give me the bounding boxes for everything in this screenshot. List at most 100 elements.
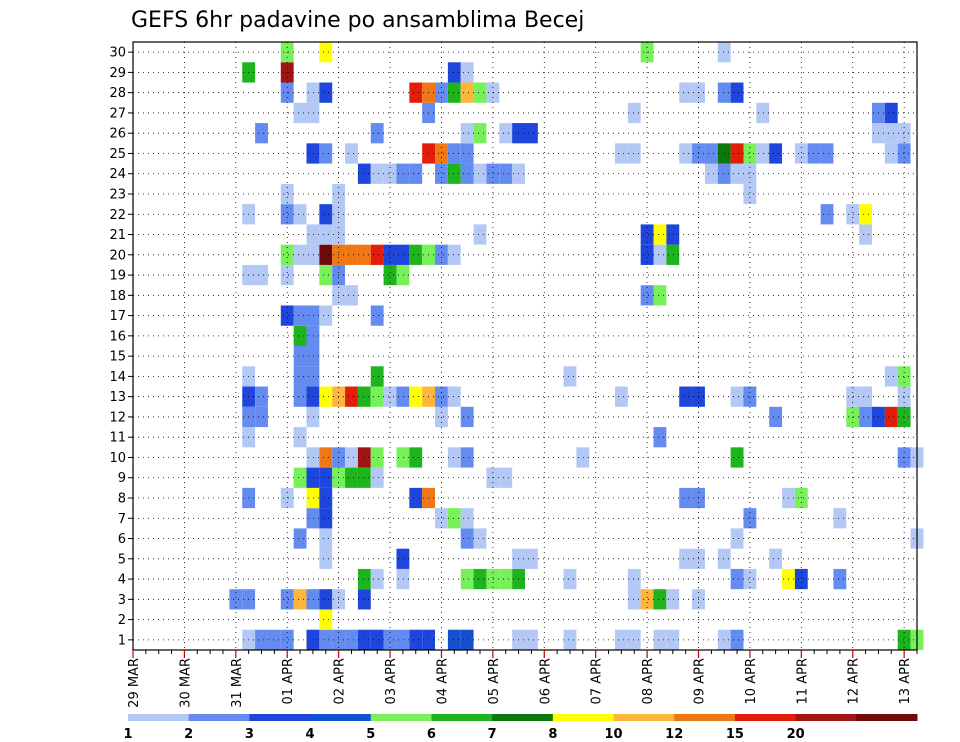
heatmap-cell-243: [794, 143, 808, 164]
legend-swatch-8: [613, 714, 675, 721]
heatmap-cell-31: [293, 589, 307, 610]
heatmap-cell-12: [357, 629, 371, 650]
heatmap-cell-134: [396, 386, 410, 407]
heatmap-cell-164: [345, 285, 358, 306]
heatmap-cell-51: [730, 568, 744, 590]
heatmap-cell-66: [460, 528, 474, 549]
heatmap-cell-192: [319, 224, 333, 245]
heatmap-cell-30: [280, 589, 294, 610]
y-tick-label-29: 29: [109, 66, 126, 81]
heatmap-cell-50: [627, 568, 641, 590]
heatmap-cell-1: [255, 629, 268, 650]
heatmap-cell-20: [627, 629, 641, 650]
heatmap-cell-46: [486, 568, 500, 590]
heatmap-cell-237: [704, 143, 718, 164]
heatmap-cell-145: [859, 386, 873, 407]
heatmap-cell-216: [447, 163, 461, 184]
heatmap-cell-207: [280, 183, 294, 205]
x-tick-label-5: 03 APR: [384, 658, 399, 704]
heatmap-cell-278: [730, 82, 744, 103]
heatmap-cell-68: [730, 528, 744, 549]
heatmap-cell-35: [357, 589, 371, 610]
heatmap-cell-177: [319, 244, 333, 265]
heatmap-cell-38: [653, 589, 667, 610]
x-tick-label-12: 10 APR: [744, 658, 759, 704]
heatmap-cell-179: [345, 244, 358, 265]
heatmap-cell-281: [447, 62, 461, 83]
heatmap-cell-257: [897, 123, 911, 144]
heatmap-cell-59: [525, 548, 538, 569]
heatmap-cell-197: [666, 224, 680, 245]
heatmap-cell-261: [627, 102, 641, 124]
heatmap-cell-188: [640, 244, 654, 265]
legend-label-6: 6: [427, 727, 436, 742]
heatmap-cell-169: [280, 264, 294, 286]
y-tick-label-8: 8: [118, 492, 126, 507]
heatmap-cell-155: [306, 346, 320, 367]
chart-title: GEFS 6hr padavine po ansamblima Becej: [131, 8, 584, 33]
heatmap-cell-231: [447, 143, 461, 164]
y-tick-label-7: 7: [118, 512, 126, 527]
heatmap-cell-156: [293, 325, 307, 346]
y-tick-label-25: 25: [109, 147, 126, 162]
heatmap-cell-244: [807, 143, 821, 164]
y-tick-label-15: 15: [109, 350, 126, 365]
heatmap-cell-246: [884, 143, 898, 164]
legend-label-5: 5: [366, 727, 375, 742]
heatmap-cell-258: [293, 102, 307, 124]
heatmap-cell-222: [704, 163, 718, 184]
heatmap-cell-105: [460, 447, 474, 468]
y-tick-label-22: 22: [109, 208, 126, 223]
heatmap-cell-27: [319, 609, 333, 630]
heatmap-cell-132: [370, 386, 384, 407]
heatmap-cell-187: [447, 244, 461, 265]
heatmap-cell-191: [306, 224, 320, 245]
heatmap-cell-277: [717, 82, 731, 103]
heatmap-cell-89: [319, 467, 333, 488]
heatmap-cell-152: [884, 366, 898, 387]
y-tick-label-1: 1: [118, 633, 126, 648]
y-tick-label-11: 11: [109, 431, 126, 446]
heatmap-cell-49: [563, 568, 577, 590]
heatmap-cell-182: [383, 244, 397, 265]
heatmap-cell-123: [897, 406, 911, 428]
legend-label-10: 10: [604, 727, 622, 742]
heatmap-cell-126: [293, 386, 307, 407]
heatmap-cell-11: [345, 629, 358, 650]
heatmap-cell-248: [255, 123, 268, 144]
x-tick-label-0: 29 MAR: [127, 658, 142, 708]
heatmap-cell-2: [267, 629, 281, 650]
heatmap-cell-15: [460, 629, 474, 650]
legend-swatch-6: [492, 714, 554, 721]
y-tick-label-26: 26: [109, 127, 126, 142]
legend-swatch-10: [734, 714, 797, 721]
y-tick-label-5: 5: [118, 552, 126, 567]
heatmap-cell-97: [319, 447, 333, 468]
legend-label-3: 3: [245, 727, 254, 742]
heatmap-cell-215: [435, 163, 448, 184]
legend-swatch-1: [188, 714, 250, 721]
heatmap-cell-115: [306, 406, 320, 428]
y-tick-label-4: 4: [118, 573, 126, 588]
legend-label-7: 7: [488, 727, 497, 742]
x-tick-label-14: 12 APR: [847, 658, 862, 704]
legend-label-20: 20: [787, 727, 805, 742]
heatmap-cell-200: [280, 204, 294, 225]
heatmap-cell-228: [345, 143, 358, 164]
heatmap-cell-75: [743, 508, 757, 529]
heatmap-cell-273: [473, 82, 487, 103]
heatmap-cell-201: [293, 204, 307, 225]
heatmap-cell-91: [345, 467, 358, 488]
heatmap-cell-135: [409, 386, 423, 407]
heatmap-cell-149: [306, 366, 320, 387]
heatmap-cell-247: [897, 143, 911, 164]
heatmap-cell-159: [293, 305, 307, 326]
heatmap-cell-144: [846, 386, 860, 407]
heatmap-cell-202: [319, 204, 333, 225]
heatmap-cell-9: [319, 629, 333, 650]
y-tick-label-18: 18: [109, 289, 126, 304]
heatmap-cell-106: [576, 447, 590, 468]
heatmap-cell-250: [460, 123, 474, 144]
heatmap-cell-205: [846, 204, 860, 225]
